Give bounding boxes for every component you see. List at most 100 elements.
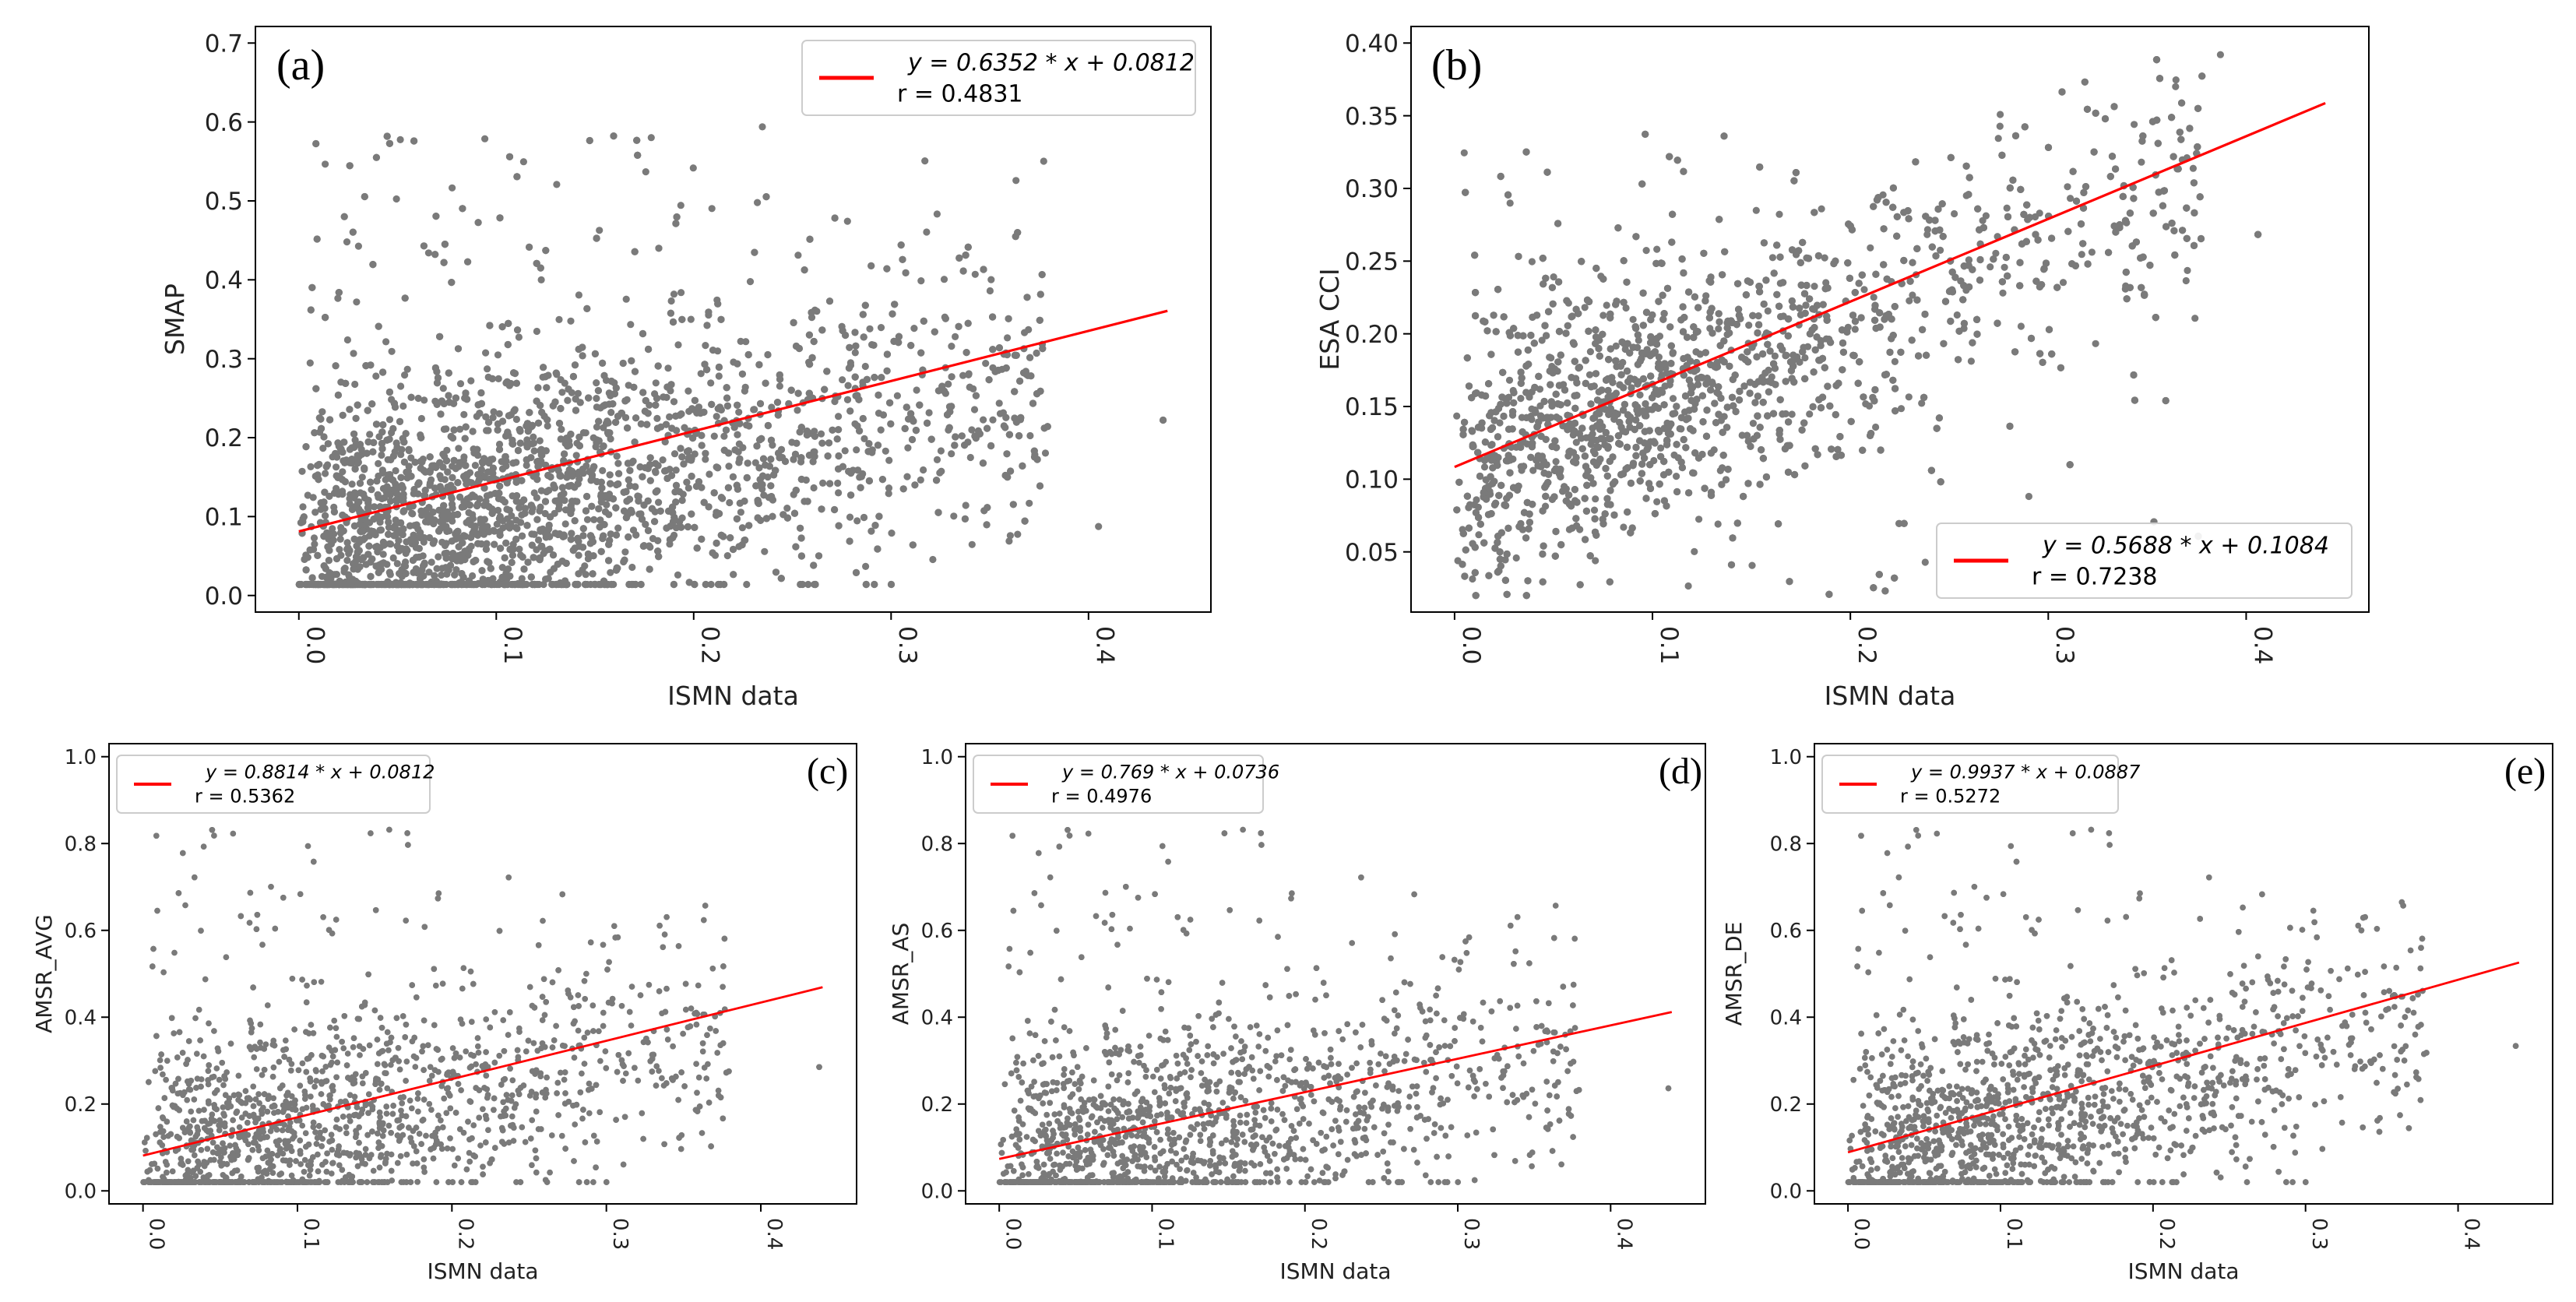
scatter-point	[365, 542, 373, 550]
scatter-point	[1039, 345, 1047, 353]
scatter-point	[519, 580, 527, 589]
scatter-point	[485, 418, 493, 426]
scatter-point	[1691, 547, 1698, 556]
y-tick-label: 0.6	[205, 109, 243, 137]
scatter-point	[1002, 413, 1010, 421]
scatter-point	[473, 501, 481, 510]
scatter-point	[851, 349, 859, 357]
scatter-point	[512, 535, 520, 544]
scatter-point	[300, 513, 308, 521]
scatter-point	[396, 382, 405, 390]
scatter-point	[903, 403, 910, 411]
scatter-point	[1642, 247, 1650, 255]
scatter-point	[614, 459, 622, 467]
scatter-point	[436, 333, 444, 340]
scatter-point	[369, 261, 377, 269]
scatter-point	[510, 407, 518, 415]
scatter-point	[450, 456, 458, 465]
scatter-point	[986, 287, 994, 295]
scatter-point	[295, 580, 303, 589]
scatter-point	[373, 543, 381, 551]
scatter-point	[806, 361, 814, 368]
scatter-point	[810, 561, 818, 569]
scatter-point	[1987, 263, 1994, 271]
scatter-point	[513, 525, 521, 533]
scatter-point	[736, 499, 744, 507]
scatter-point	[460, 410, 468, 419]
scatter-point	[567, 536, 575, 544]
scatter-point	[709, 347, 717, 354]
scatter-point	[373, 477, 381, 485]
scatter-point	[642, 168, 649, 176]
scatter-point	[575, 570, 582, 578]
scatter-point	[378, 451, 385, 459]
scatter-point	[933, 456, 941, 464]
scatter-point	[879, 411, 887, 419]
scatter-point	[912, 427, 920, 435]
scatter-point	[659, 456, 667, 464]
scatter-point	[1011, 388, 1019, 396]
scatter-point	[386, 491, 394, 499]
scatter-point	[417, 434, 425, 442]
scatter-point	[379, 421, 387, 429]
scatter-point	[410, 137, 418, 145]
scatter-point	[1891, 357, 1899, 365]
scatter-point	[440, 259, 448, 266]
scatter-point	[510, 369, 518, 377]
scatter-point	[401, 294, 409, 302]
scatter-point	[2092, 340, 2099, 347]
scatter-point	[583, 492, 591, 501]
scatter-point	[564, 442, 572, 450]
scatter-point	[756, 476, 764, 484]
scatter-point	[654, 362, 662, 370]
scatter-point	[530, 433, 537, 441]
scatter-point	[560, 490, 568, 498]
scatter-point	[553, 181, 561, 188]
scatter-point	[646, 477, 654, 484]
scatter-point	[364, 406, 371, 414]
scatter-point	[810, 484, 818, 492]
scatter-point	[443, 570, 451, 578]
scatter-point	[843, 217, 851, 225]
scatter-point	[385, 540, 393, 547]
scatter-point	[1982, 212, 1990, 220]
scatter-point	[488, 375, 496, 382]
scatter-point	[378, 445, 386, 452]
scatter-point	[593, 439, 600, 447]
scatter-point	[312, 139, 320, 148]
scatter-point	[622, 295, 630, 303]
scatter-point	[756, 399, 765, 408]
scatter-point	[729, 545, 737, 554]
scatter-point	[910, 417, 917, 425]
scatter-point	[488, 505, 496, 513]
scatter-point	[461, 547, 469, 555]
scatter-point	[585, 394, 593, 402]
scatter-point	[700, 408, 708, 416]
scatter-point	[308, 574, 316, 582]
scatter-point	[2067, 195, 2075, 202]
scatter-point	[734, 360, 741, 368]
scatter-point	[319, 445, 327, 452]
scatter-point	[755, 464, 763, 472]
scatter-point	[874, 442, 882, 449]
scatter-point	[678, 453, 686, 461]
scatter-point	[530, 530, 538, 538]
scatter-point	[579, 544, 587, 551]
scatter-point	[452, 394, 460, 402]
scatter-point	[478, 567, 486, 575]
scatter-point	[745, 422, 753, 430]
scatter-point	[845, 467, 853, 476]
scatter-point	[309, 494, 317, 501]
scatter-point	[339, 491, 347, 498]
scatter-point	[776, 382, 784, 390]
x-tick-label: 0.1	[498, 626, 526, 664]
scatter-point	[389, 452, 397, 460]
scatter-point	[351, 503, 359, 511]
scatter-point	[1027, 372, 1035, 380]
y-tick-label: 0.7	[205, 30, 243, 58]
scatter-point	[989, 313, 997, 321]
scatter-point	[561, 520, 569, 528]
scatter-point	[495, 445, 504, 453]
scatter-point	[1012, 177, 1020, 185]
scatter-point	[448, 279, 456, 287]
